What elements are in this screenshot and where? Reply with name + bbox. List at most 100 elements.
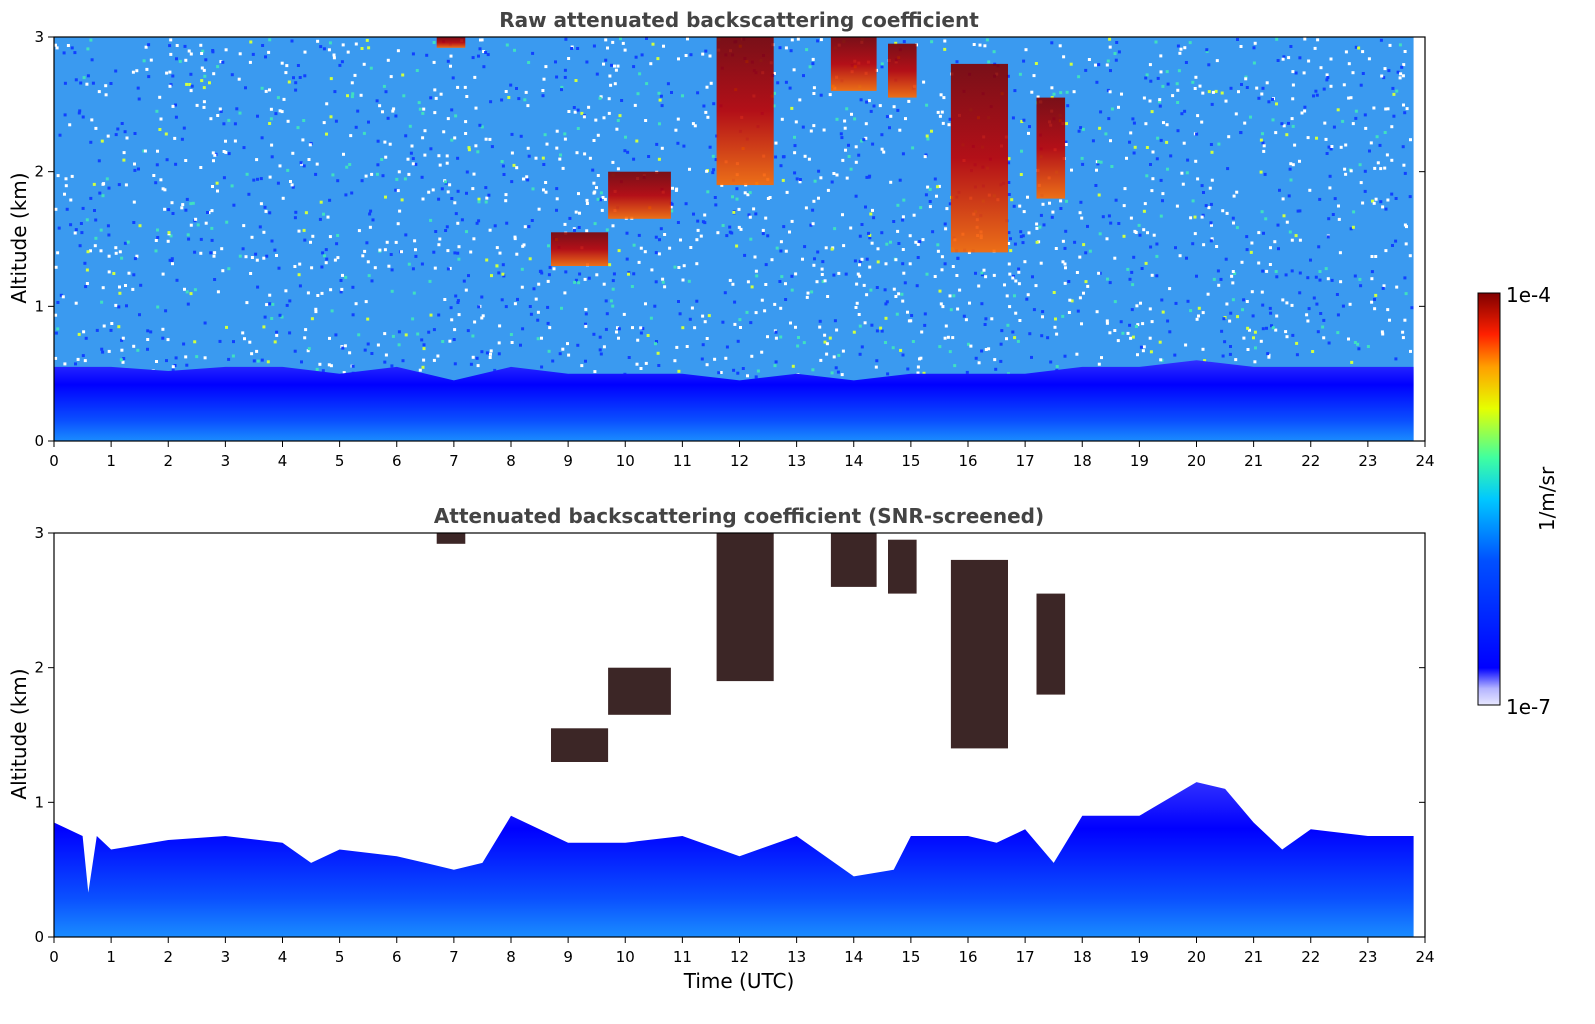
noise-speck	[200, 52, 204, 55]
noise-speck	[270, 143, 274, 147]
noise-speck	[825, 342, 829, 346]
x-axis-label: Time (UTC)	[683, 969, 795, 993]
noise-speck	[1132, 121, 1136, 125]
x-tick-label: 3	[221, 948, 231, 966]
noise-speck	[1262, 149, 1266, 153]
noise-speck	[611, 160, 615, 164]
noise-speck	[248, 60, 252, 64]
noise-speck	[448, 339, 452, 343]
noise-speck	[509, 333, 513, 336]
noise-speck	[720, 183, 724, 187]
noise-speck	[1390, 125, 1394, 129]
noise-speck	[84, 285, 88, 289]
noise-speck	[1018, 72, 1022, 76]
noise-speck	[1244, 75, 1248, 79]
noise-speck	[330, 309, 334, 313]
x-tick-label: 17	[1016, 948, 1035, 966]
noise-speck	[972, 43, 976, 46]
noise-speck	[63, 192, 66, 196]
noise-speck	[645, 82, 649, 86]
noise-speck	[408, 124, 412, 128]
noise-speck	[1259, 170, 1263, 174]
noise-speck	[809, 223, 813, 227]
noise-speck	[375, 172, 379, 176]
noise-speck	[321, 251, 325, 255]
noise-speck	[1384, 207, 1388, 211]
noise-speck	[1315, 136, 1318, 140]
noise-speck	[446, 117, 450, 121]
noise-speck	[83, 359, 87, 363]
noise-speck	[286, 168, 290, 172]
noise-speck	[536, 337, 540, 341]
noise-speck	[1195, 317, 1199, 321]
x-tick-label: 14	[844, 452, 863, 470]
noise-speck	[263, 315, 267, 319]
noise-speck	[268, 38, 272, 42]
noise-speck	[816, 250, 820, 254]
noise-speck	[168, 258, 172, 262]
noise-speck	[1319, 66, 1323, 70]
noise-speck	[657, 364, 661, 367]
noise-speck	[1159, 54, 1163, 58]
noise-speck	[339, 279, 343, 282]
noise-speck	[376, 343, 380, 347]
noise-speck	[677, 369, 681, 373]
noise-speck	[830, 180, 834, 184]
noise-speck	[606, 46, 609, 50]
noise-speck	[227, 267, 231, 271]
noise-speck	[59, 293, 63, 297]
noise-speck	[1064, 229, 1068, 233]
noise-speck	[1166, 82, 1170, 86]
noise-speck	[552, 267, 556, 271]
noise-speck	[1250, 241, 1254, 245]
noise-speck	[1315, 93, 1319, 97]
noise-speck	[1386, 198, 1390, 202]
noise-speck	[660, 146, 664, 150]
noise-speck	[849, 226, 853, 230]
noise-speck	[682, 144, 686, 148]
noise-speck	[199, 166, 203, 169]
noise-speck	[584, 359, 587, 363]
noise-speck	[936, 249, 940, 253]
noise-speck	[755, 274, 759, 278]
noise-speck	[546, 279, 550, 283]
noise-speck	[156, 305, 160, 309]
noise-speck	[567, 57, 571, 60]
noise-speck	[411, 267, 415, 271]
noise-speck	[942, 96, 946, 100]
noise-speck	[425, 53, 429, 57]
noise-speck	[1375, 135, 1379, 139]
noise-speck	[445, 154, 449, 158]
noise-speck	[1260, 290, 1264, 294]
noise-speck	[1023, 260, 1027, 264]
noise-speck	[321, 369, 325, 373]
noise-speck	[1154, 40, 1158, 44]
noise-speck	[837, 353, 841, 357]
noise-speck	[944, 324, 948, 328]
noise-speck	[1020, 120, 1024, 123]
noise-speck	[412, 291, 416, 295]
noise-speck	[255, 258, 259, 262]
noise-speck	[566, 342, 569, 346]
noise-speck	[224, 139, 227, 143]
noise-speck	[625, 257, 629, 261]
noise-speck	[1186, 158, 1190, 162]
noise-speck	[773, 364, 777, 368]
noise-speck	[439, 92, 443, 96]
noise-speck	[1065, 122, 1068, 126]
noise-speck	[156, 236, 160, 239]
noise-speck	[1231, 281, 1235, 285]
noise-speck	[1294, 71, 1298, 75]
noise-speck	[446, 59, 450, 63]
noise-speck	[261, 44, 265, 47]
noise-speck	[303, 74, 307, 78]
noise-speck	[1252, 336, 1255, 340]
noise-speck	[1367, 57, 1371, 61]
noise-speck	[175, 57, 178, 61]
noise-speck	[270, 155, 274, 159]
noise-speck	[1113, 256, 1117, 260]
noise-speck	[659, 94, 663, 98]
noise-speck	[1027, 131, 1030, 135]
cloud-feature	[888, 539, 917, 594]
noise-speck	[692, 212, 695, 216]
